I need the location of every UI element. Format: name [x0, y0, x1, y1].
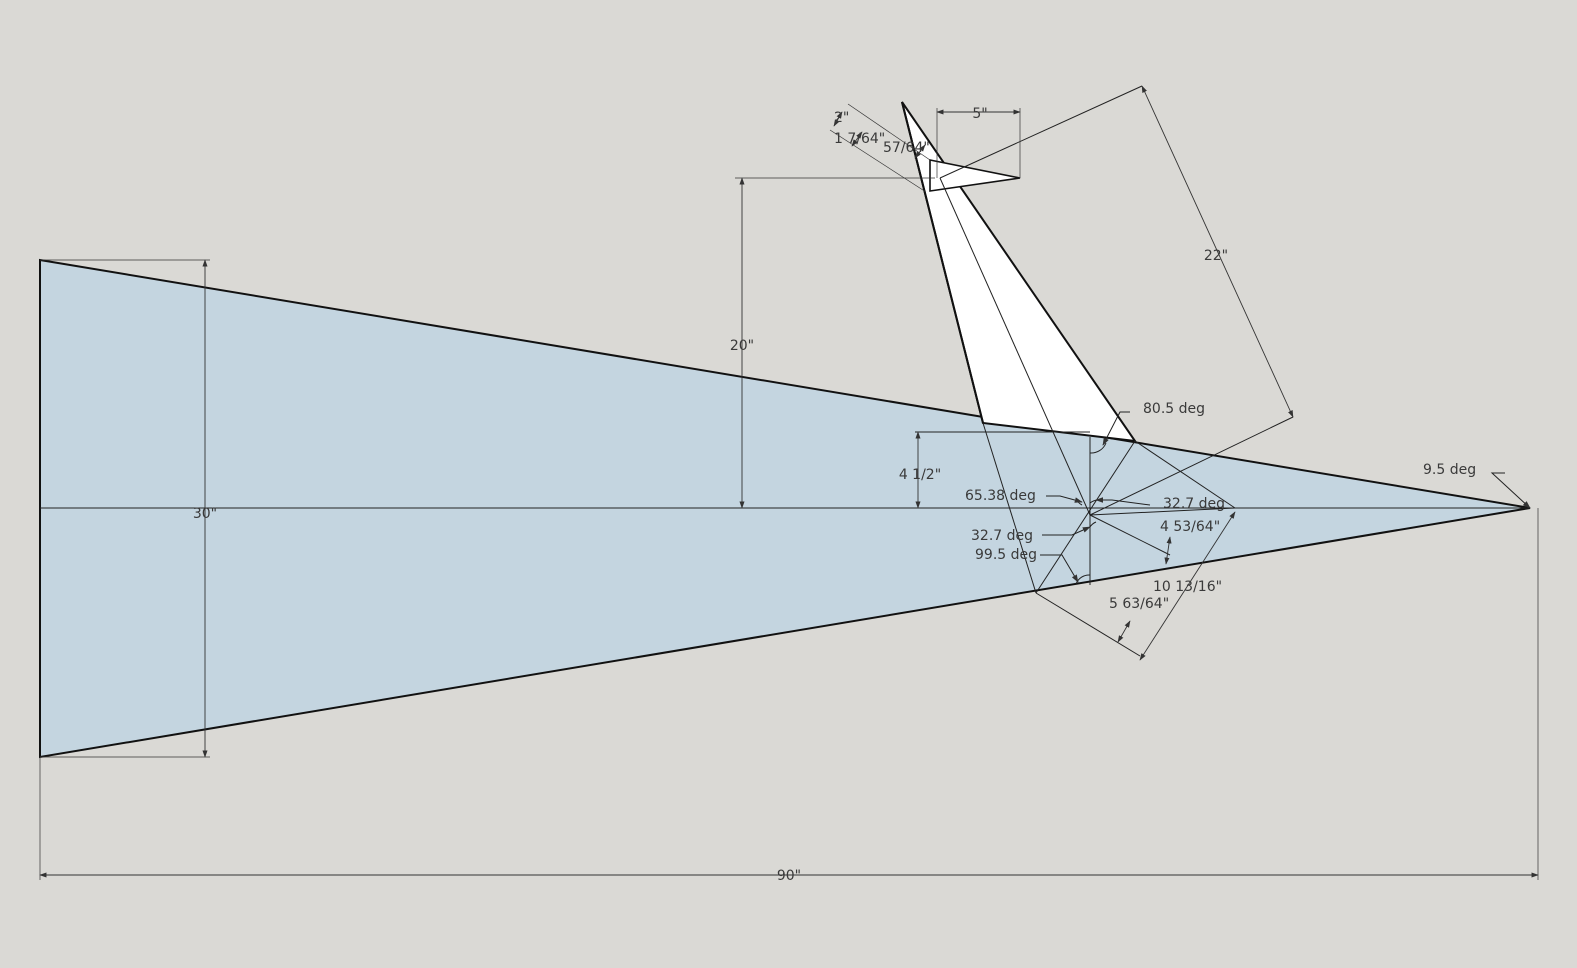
label-center-right: 32.7 deg — [1163, 496, 1225, 512]
label-center-left: 65.38 deg — [965, 488, 1036, 504]
label-bottom-corner: 99.5 deg — [975, 547, 1037, 563]
label-root-half: 4 1/2" — [899, 467, 941, 483]
label-root-perp-b: 5 63/64" — [1109, 596, 1169, 612]
label-tip-small-a: 2" — [834, 110, 849, 126]
label-overall-length: 90" — [777, 868, 801, 884]
label-root-chord: 10 13/16" — [1153, 579, 1222, 595]
label-tip-width: 5" — [972, 106, 987, 122]
label-tip-small-c: 57/64" — [883, 140, 930, 156]
label-base-height: 30" — [193, 506, 217, 522]
label-center-lower: 32.7 deg — [971, 528, 1033, 544]
label-tip-small-b: 1 7/64" — [834, 131, 885, 147]
label-root-perp-a: 4 53/64" — [1160, 519, 1220, 535]
label-fin-length: 22" — [1204, 248, 1228, 264]
label-top-corner: 80.5 deg — [1143, 401, 1205, 417]
label-nose-angle: 9.5 deg — [1423, 462, 1476, 478]
label-fin-offset: 20" — [730, 338, 754, 354]
